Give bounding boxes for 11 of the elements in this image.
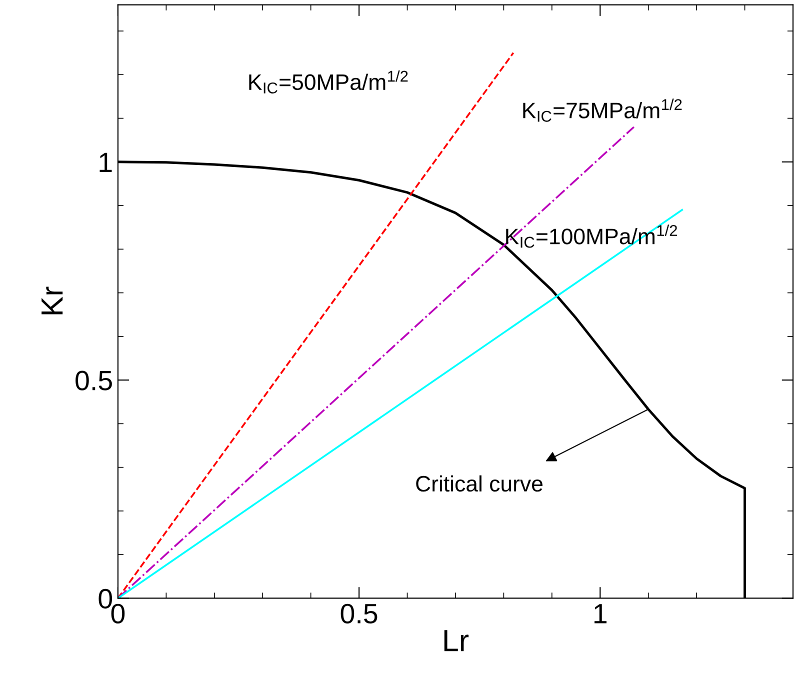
y-tick-label: 0.5	[76, 370, 112, 390]
y-axis-title: Kr	[42, 286, 63, 314]
annotation: Critical curve	[416, 475, 542, 492]
x-axis-title: Lr	[444, 630, 469, 652]
x-tick-label: 1	[594, 604, 607, 624]
annotation: K$_{IC}$=75MPa/m$^{1/2}$	[523, 98, 682, 122]
x-tick-label: 0	[111, 604, 125, 624]
y-tick-label: 0	[98, 588, 112, 609]
y-tick-label: 1	[100, 152, 112, 172]
annotation: K$_{IC}$=50MPa/m$^{1/2}$	[249, 70, 408, 94]
x-tick-label: 0.5	[340, 604, 378, 624]
